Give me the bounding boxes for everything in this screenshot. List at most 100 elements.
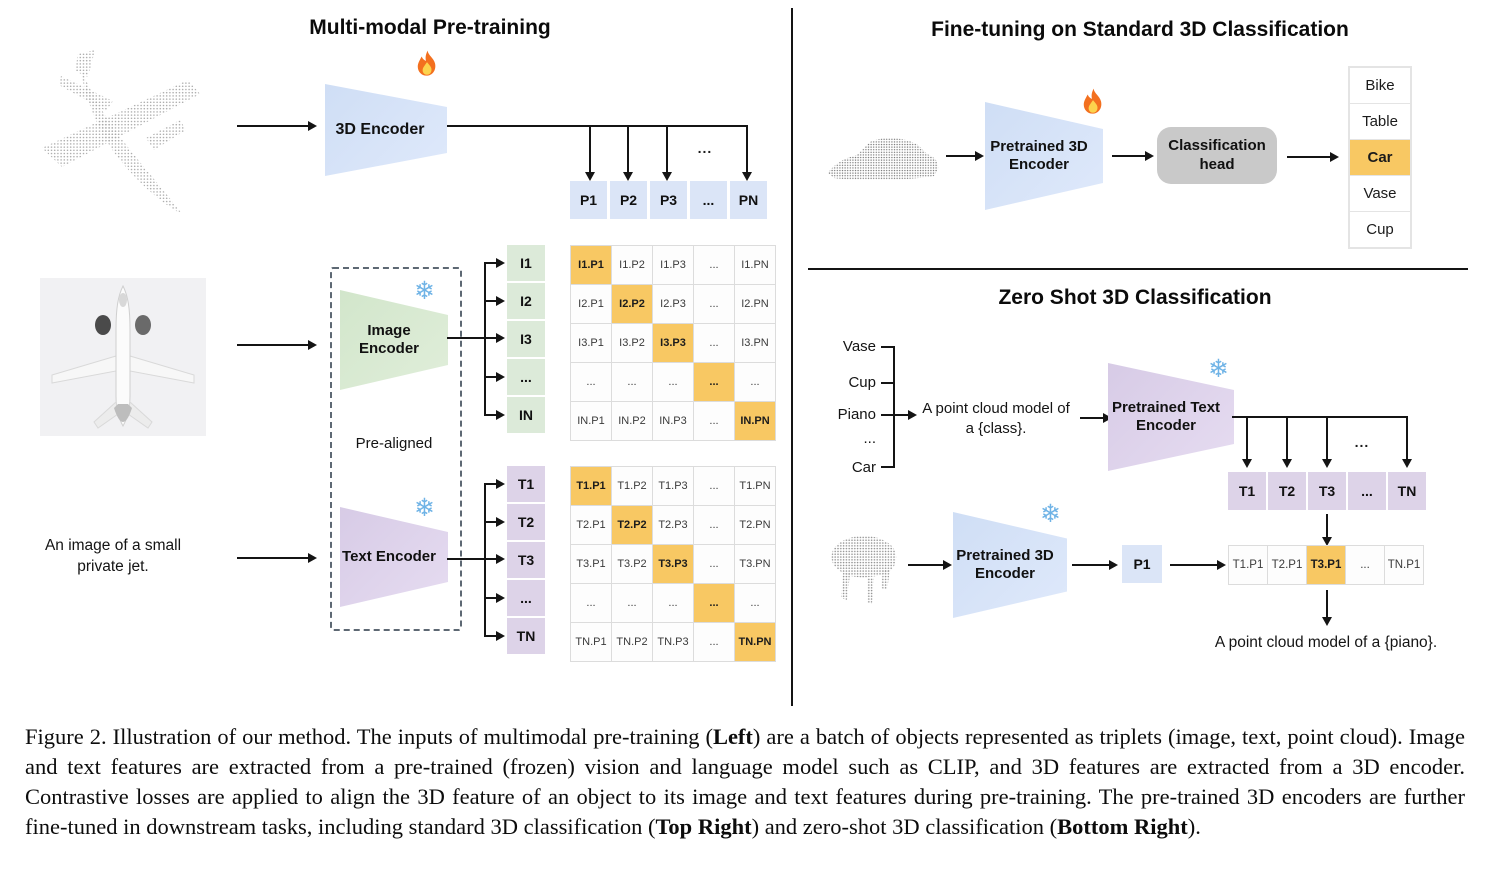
i-label-cell: IN	[507, 397, 545, 433]
class-cell: Table	[1350, 104, 1410, 139]
zs-t-fanout-line	[1232, 416, 1408, 418]
p-fanout-drop-n	[746, 127, 748, 173]
t-bracket-arrow-1	[484, 483, 497, 485]
zs-bracket-tick-cup	[881, 382, 895, 384]
zs-t-cell: T3	[1308, 472, 1346, 510]
text-encoder-out-arrow	[447, 558, 497, 560]
p-cell: P2	[610, 181, 647, 219]
class-cell: Bike	[1350, 68, 1410, 103]
pre-aligned-box	[330, 267, 462, 631]
matrix-cell: I3.P1	[571, 324, 611, 362]
zs-t-drop-2	[1286, 418, 1288, 460]
arrow-prompt-to-text-encoder	[1080, 417, 1104, 419]
zs-similarity-row: T1.P1 T2.P1 T3.P1 ... TN.P1	[1228, 545, 1424, 585]
panel-divider-vertical	[791, 8, 793, 706]
matrix-cell: ...	[694, 506, 734, 544]
matrix-cell: T1.PN	[735, 467, 775, 505]
i-bracket-arrow-1	[484, 262, 497, 264]
i-bracket-arrow-2	[484, 300, 497, 302]
arrow-piano-to-encoder	[908, 564, 944, 566]
arrow-head-to-classes	[1287, 156, 1331, 158]
matrix-cell: ...	[694, 246, 734, 284]
classification-head-block: Classification head	[1157, 127, 1277, 184]
zs-t-cell: T2	[1268, 472, 1306, 510]
matrix-cell: TN.PN	[735, 623, 775, 661]
zs-bracket-tick-car	[881, 466, 895, 468]
caption-segment: ).	[1187, 814, 1201, 839]
arrow-encoder-to-head	[1112, 155, 1146, 157]
arrow-tprow-to-result	[1326, 590, 1328, 618]
car-point-cloud	[828, 138, 939, 181]
snowflake-icon: ❄	[414, 494, 435, 522]
t-label-cell: TN	[507, 618, 545, 654]
arrow-text-to-text-encoder	[237, 557, 309, 559]
i-bracket-arrow-4	[484, 376, 497, 378]
pre-aligned-label: Pre-aligned	[355, 435, 433, 452]
zs-tp-cell-highlighted: T3.P1	[1307, 546, 1345, 584]
matrix-cell: TN.P3	[653, 623, 693, 661]
zs-result-text: A point cloud model of a {piano}.	[1214, 634, 1438, 651]
p-cell: PN	[730, 181, 767, 219]
matrix-cell: IN.P3	[653, 402, 693, 440]
matrix-cell: ...	[571, 584, 611, 622]
matrix-cell: ...	[694, 545, 734, 583]
matrix-cell: ...	[735, 584, 775, 622]
caption-segment: Figure 2. Illustration of our method. Th…	[25, 724, 713, 749]
zs-class-piano: Piano	[837, 406, 876, 423]
matrix-cell: I2.P3	[653, 285, 693, 323]
jet-photo	[40, 278, 206, 436]
image-point-similarity-matrix: I1.P1 I1.P2 I1.P3 ... I1.PN I2.P1 I2.P2 …	[570, 245, 776, 441]
matrix-cell: ...	[694, 623, 734, 661]
matrix-cell: I2.PN	[735, 285, 775, 323]
class-cell: Vase	[1350, 176, 1410, 211]
caption-bold-left: Left	[712, 724, 753, 749]
zs-tp-cell: ...	[1346, 546, 1384, 584]
arrow-car-to-encoder	[946, 155, 976, 157]
zs-t-cell: ...	[1348, 472, 1386, 510]
zs-p1-cell: P1	[1122, 545, 1162, 583]
matrix-cell: T2.P1	[571, 506, 611, 544]
zs-t-cell: T1	[1228, 472, 1266, 510]
zs-tp-cell: T1.P1	[1229, 546, 1267, 584]
left-panel-title: Multi-modal Pre-training	[309, 16, 551, 39]
matrix-cell: I2.P2	[612, 285, 652, 323]
image-encoder-label: Image Encoder	[358, 321, 419, 357]
zs-bracket-arrow-piano	[881, 414, 909, 416]
matrix-cell: I1.P3	[653, 246, 693, 284]
matrix-cell: IN.PN	[735, 402, 775, 440]
matrix-cell: ...	[612, 584, 652, 622]
caption-bold-bottom-right: Bottom Right	[1057, 814, 1188, 839]
p-fanout-drop-3	[666, 127, 668, 173]
matrix-cell: T1.P2	[612, 467, 652, 505]
matrix-cell: ...	[735, 363, 775, 401]
t-bracket-arrow-2	[484, 521, 497, 523]
text-encoder-label: Text Encoder	[342, 547, 436, 565]
class-cell: Cup	[1350, 212, 1410, 247]
snowflake-icon: ❄	[1040, 500, 1061, 528]
piano-point-cloud	[831, 535, 897, 604]
matrix-cell: ...	[612, 363, 652, 401]
matrix-cell: ...	[694, 584, 734, 622]
caption-bold-top-right: Top Right	[655, 814, 752, 839]
snowflake-icon: ❄	[414, 277, 435, 305]
top-right-title: Fine-tuning on Standard 3D Classificatio…	[931, 18, 1349, 41]
matrix-cell: ...	[653, 363, 693, 401]
pretrained-text-encoder-label: Pretrained Text Encoder	[1111, 398, 1221, 434]
matrix-cell: I2.P1	[571, 285, 611, 323]
zs-bracket-line	[893, 346, 895, 468]
zs-class-vase: Vase	[842, 338, 876, 355]
class-cell-highlighted: Car	[1350, 140, 1410, 175]
zs-t-drop-n	[1406, 416, 1408, 460]
zs-bracket-tick-vase	[881, 346, 895, 348]
p-cell: P3	[650, 181, 687, 219]
caption-segment: ) are a batch of objects represented as …	[25, 724, 1465, 839]
t-bracket-arrow-5	[484, 635, 497, 637]
p-fanout-line	[447, 125, 748, 127]
zs-class-dots: ...	[863, 430, 876, 447]
figure-caption: Figure 2. Illustration of our method. Th…	[25, 722, 1465, 842]
matrix-cell: I1.P2	[612, 246, 652, 284]
i-label-cell: I2	[507, 283, 545, 319]
arrow-trow-to-tprow	[1326, 514, 1328, 538]
zs-tp-cell: T2.P1	[1268, 546, 1306, 584]
matrix-cell: IN.P2	[612, 402, 652, 440]
